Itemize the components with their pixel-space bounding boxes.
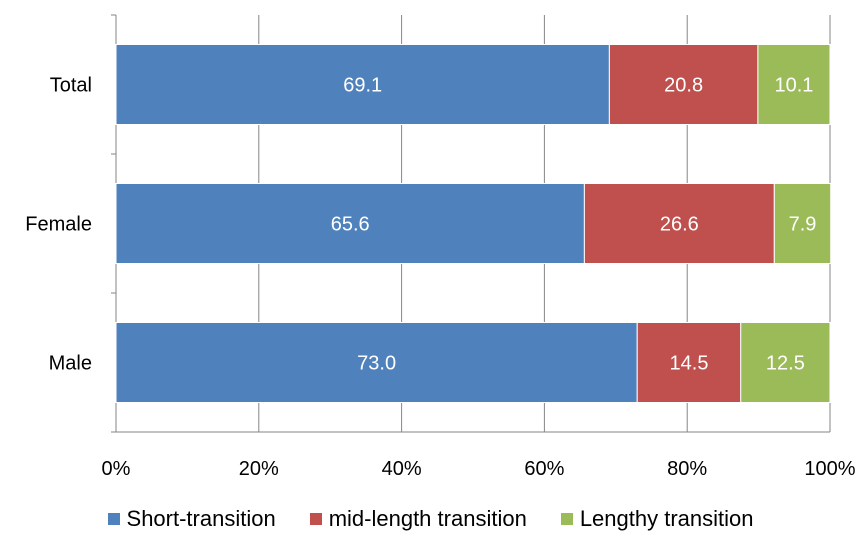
- data-label: 26.6: [660, 214, 699, 236]
- data-label: 65.6: [331, 214, 370, 236]
- data-label: 69.1: [343, 75, 382, 97]
- bar-segment: [757, 44, 831, 125]
- bar-segment: [583, 183, 775, 264]
- x-tick-label: 80%: [667, 458, 707, 480]
- stacked-bar-chart: 0% 20% 40% 60% 80% 100% 69.1 20.8 10.1 Total 65.6 2…: [25, 14, 856, 481]
- data-label: 12.5: [766, 353, 805, 375]
- data-label: 14.5: [670, 353, 709, 375]
- bar-segment: [115, 44, 610, 125]
- legend-label: Short-transition: [126, 506, 276, 531]
- legend-label: mid-length transition: [328, 506, 527, 531]
- legend-swatch: [560, 513, 573, 525]
- legend-swatch: [107, 513, 120, 525]
- x-tick-label: 20%: [239, 458, 279, 480]
- bar-segment: [740, 322, 831, 403]
- category-label: Male: [49, 353, 92, 375]
- bar-segment: [608, 44, 759, 125]
- x-tick-label: 60%: [524, 458, 564, 480]
- legend-label: Lengthy transition: [579, 506, 754, 531]
- data-label: 73.0: [357, 353, 396, 375]
- bar-segment: [773, 183, 832, 264]
- data-label: 10.1: [774, 75, 813, 97]
- data-label: 20.8: [664, 75, 703, 97]
- x-tick-label: 40%: [382, 458, 422, 480]
- x-tick-label: 0%: [102, 458, 131, 480]
- bars: [115, 44, 832, 403]
- legend-entry: Short-transition: [107, 506, 276, 532]
- labels: 0% 20% 40% 60% 80% 100% 69.1 20.8 10.1 Total 65.6 2…: [25, 75, 855, 481]
- data-label: 7.9: [789, 214, 817, 236]
- legend-entry: Lengthy transition: [560, 506, 754, 532]
- category-label: Total: [50, 75, 92, 97]
- category-label: Female: [25, 214, 92, 236]
- x-tick-label: 100%: [804, 458, 855, 480]
- legend: Short-transition mid-length transition Len…: [0, 505, 861, 533]
- bar-segment: [115, 322, 638, 403]
- bar-segment: [115, 183, 585, 264]
- legend-entry: mid-length transition: [309, 506, 527, 532]
- legend-swatch: [309, 513, 322, 525]
